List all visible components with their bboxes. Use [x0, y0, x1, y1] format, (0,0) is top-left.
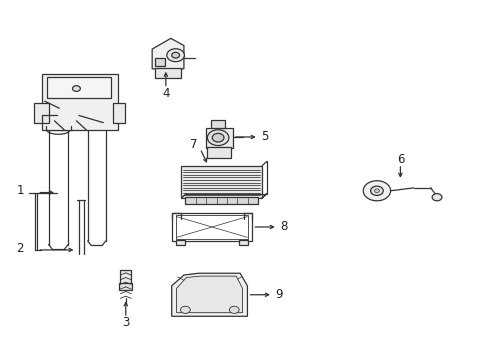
Bar — [185, 197, 258, 204]
Circle shape — [363, 181, 391, 201]
Text: 6: 6 — [396, 153, 404, 166]
Circle shape — [167, 49, 184, 62]
Circle shape — [229, 306, 239, 314]
Polygon shape — [172, 273, 247, 316]
Text: 9: 9 — [275, 288, 283, 301]
Bar — [206, 128, 233, 148]
Bar — [172, 213, 252, 241]
Bar — [207, 147, 231, 158]
Bar — [155, 68, 181, 78]
Circle shape — [207, 130, 229, 145]
Circle shape — [370, 186, 383, 195]
Text: 8: 8 — [280, 220, 288, 234]
Bar — [113, 103, 125, 123]
Bar — [120, 283, 132, 290]
Bar — [175, 215, 248, 239]
Circle shape — [172, 52, 179, 58]
Bar — [239, 240, 248, 244]
Bar — [42, 74, 118, 130]
Bar — [175, 240, 185, 244]
Polygon shape — [176, 276, 243, 313]
Polygon shape — [152, 39, 184, 69]
Bar — [34, 103, 49, 123]
Circle shape — [374, 189, 379, 193]
Bar — [121, 270, 131, 284]
Text: 7: 7 — [190, 138, 197, 150]
Bar — [47, 77, 111, 98]
Circle shape — [212, 134, 224, 142]
Circle shape — [73, 86, 80, 91]
Circle shape — [432, 194, 442, 201]
Bar — [211, 120, 225, 128]
Text: 2: 2 — [17, 242, 24, 255]
Text: 4: 4 — [162, 87, 170, 100]
Circle shape — [180, 306, 190, 314]
Bar — [181, 166, 262, 198]
Bar — [155, 58, 165, 66]
Text: 5: 5 — [261, 130, 268, 144]
Text: 3: 3 — [122, 316, 129, 329]
Text: 1: 1 — [17, 184, 24, 197]
